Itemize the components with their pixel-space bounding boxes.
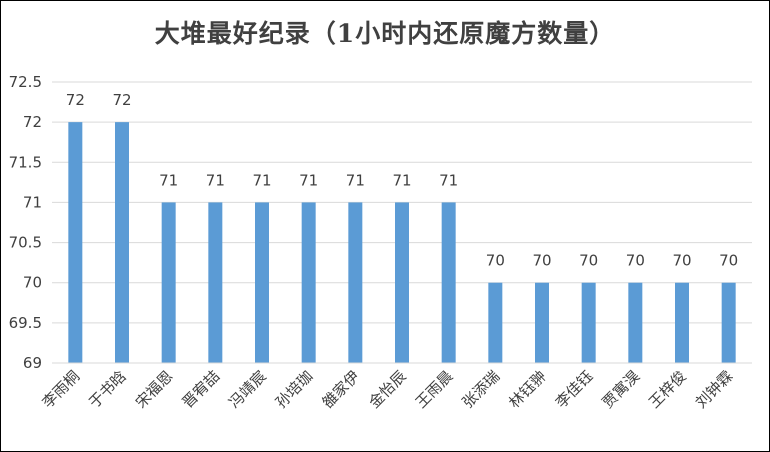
bar [488,282,503,363]
y-tick-label: 70.5 [9,234,42,252]
data-label: 71 [439,171,458,189]
data-label: 71 [392,171,411,189]
y-tick-label: 72.5 [9,73,42,91]
x-tick-label: 于书晗 [85,367,130,412]
data-label: 70 [579,252,598,270]
bar [581,282,596,363]
x-tick-label: 金怡辰 [365,367,410,412]
y-tick-label: 72 [23,113,42,131]
bar [161,202,176,363]
data-label: 71 [206,171,225,189]
bar [255,202,269,363]
y-tick-label: 69.5 [9,314,42,332]
x-tick-label: 林钰翀 [505,367,550,412]
y-tick-label: 70 [23,274,42,292]
x-tick-label: 刘钟霖 [692,367,737,412]
bar [208,202,223,363]
x-tick-label: 宋福恩 [132,367,177,412]
x-tick-label: 李雨桐 [39,367,84,412]
x-tick-label: 冯靖宸 [225,367,270,412]
bar [301,202,316,363]
bar [721,282,736,363]
x-tick-label: 王雨晨 [412,367,457,412]
data-label: 71 [252,171,271,189]
data-label: 70 [626,252,645,270]
x-tick-label: 雒家伊 [319,367,364,412]
bar [441,202,456,363]
y-tick-label: 69 [23,354,42,372]
data-label: 71 [299,171,318,189]
y-tick-label: 71 [23,193,42,211]
bar [675,282,689,363]
x-tick-label: 王梓俊 [645,367,690,412]
data-label: 71 [159,171,178,189]
data-label: 70 [672,252,691,270]
data-label: 70 [719,252,738,270]
bar [628,282,643,363]
data-label: 70 [532,252,551,270]
data-label: 71 [346,171,365,189]
data-label: 72 [66,91,85,109]
bar [395,202,409,363]
data-label: 72 [112,91,131,109]
y-tick-label: 71.5 [9,153,42,171]
x-tick-label: 贾寓淏 [599,367,644,412]
bar [68,122,83,364]
bar [115,122,129,364]
x-tick-label: 孙培珈 [272,367,317,412]
x-tick-label: 张添瑞 [459,367,504,412]
bar [535,282,549,363]
data-label: 70 [486,252,505,270]
chart-title: 大堆最好纪录（1小时内还原魔方数量） [154,19,616,48]
x-tick-label: 李佳钰 [552,367,597,412]
x-tick-label: 晋宥喆 [179,367,224,412]
bar [348,202,363,363]
